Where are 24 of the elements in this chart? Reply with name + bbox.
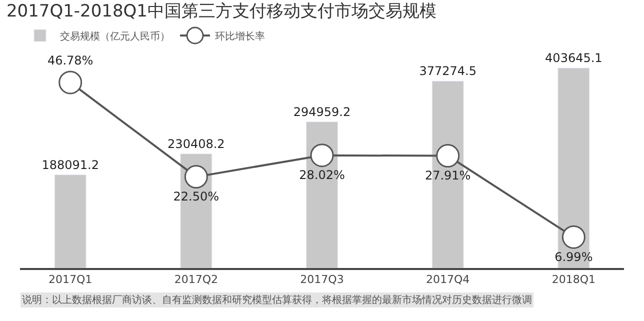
- x-tick-label: 2017Q2: [174, 273, 218, 286]
- data-label: 230408.2: [168, 136, 225, 151]
- x-tick-label: 2017Q3: [300, 273, 344, 286]
- point: [562, 225, 586, 249]
- point: [184, 165, 208, 189]
- data-label: 28.02%: [299, 168, 345, 182]
- chart-title: 2017Q1-2018Q1中国第三方支付移动支付市场交易规模: [6, 2, 437, 22]
- bar: [54, 174, 86, 268]
- data-label: 46.78%: [47, 54, 94, 68]
- data-label: 22.50%: [173, 190, 220, 204]
- x-tick-label: 2017Q1: [48, 273, 92, 286]
- legend-label: 交易规模（亿元人民币）: [60, 30, 170, 42]
- point: [310, 144, 334, 168]
- text: 说明：以上数据根据厂商访谈、自有监测数据和研究模型估算获得，将根据掌握的最新市场情况对历史数据进行微调: [22, 294, 532, 306]
- legend-label: 环比增长率: [215, 30, 265, 42]
- data-label: 294959.2: [293, 104, 351, 119]
- data-label: 403645.1: [545, 51, 602, 65]
- x-tick-label: 2017Q4: [426, 273, 470, 286]
- x-tick-label: 2018Q1: [552, 273, 596, 286]
- data-label: 27.91%: [424, 168, 471, 183]
- data-label: 188091.2: [42, 158, 99, 172]
- data-label: 6.99%: [554, 250, 593, 264]
- point: [436, 144, 460, 168]
- data-label: 377274.5: [419, 64, 476, 78]
